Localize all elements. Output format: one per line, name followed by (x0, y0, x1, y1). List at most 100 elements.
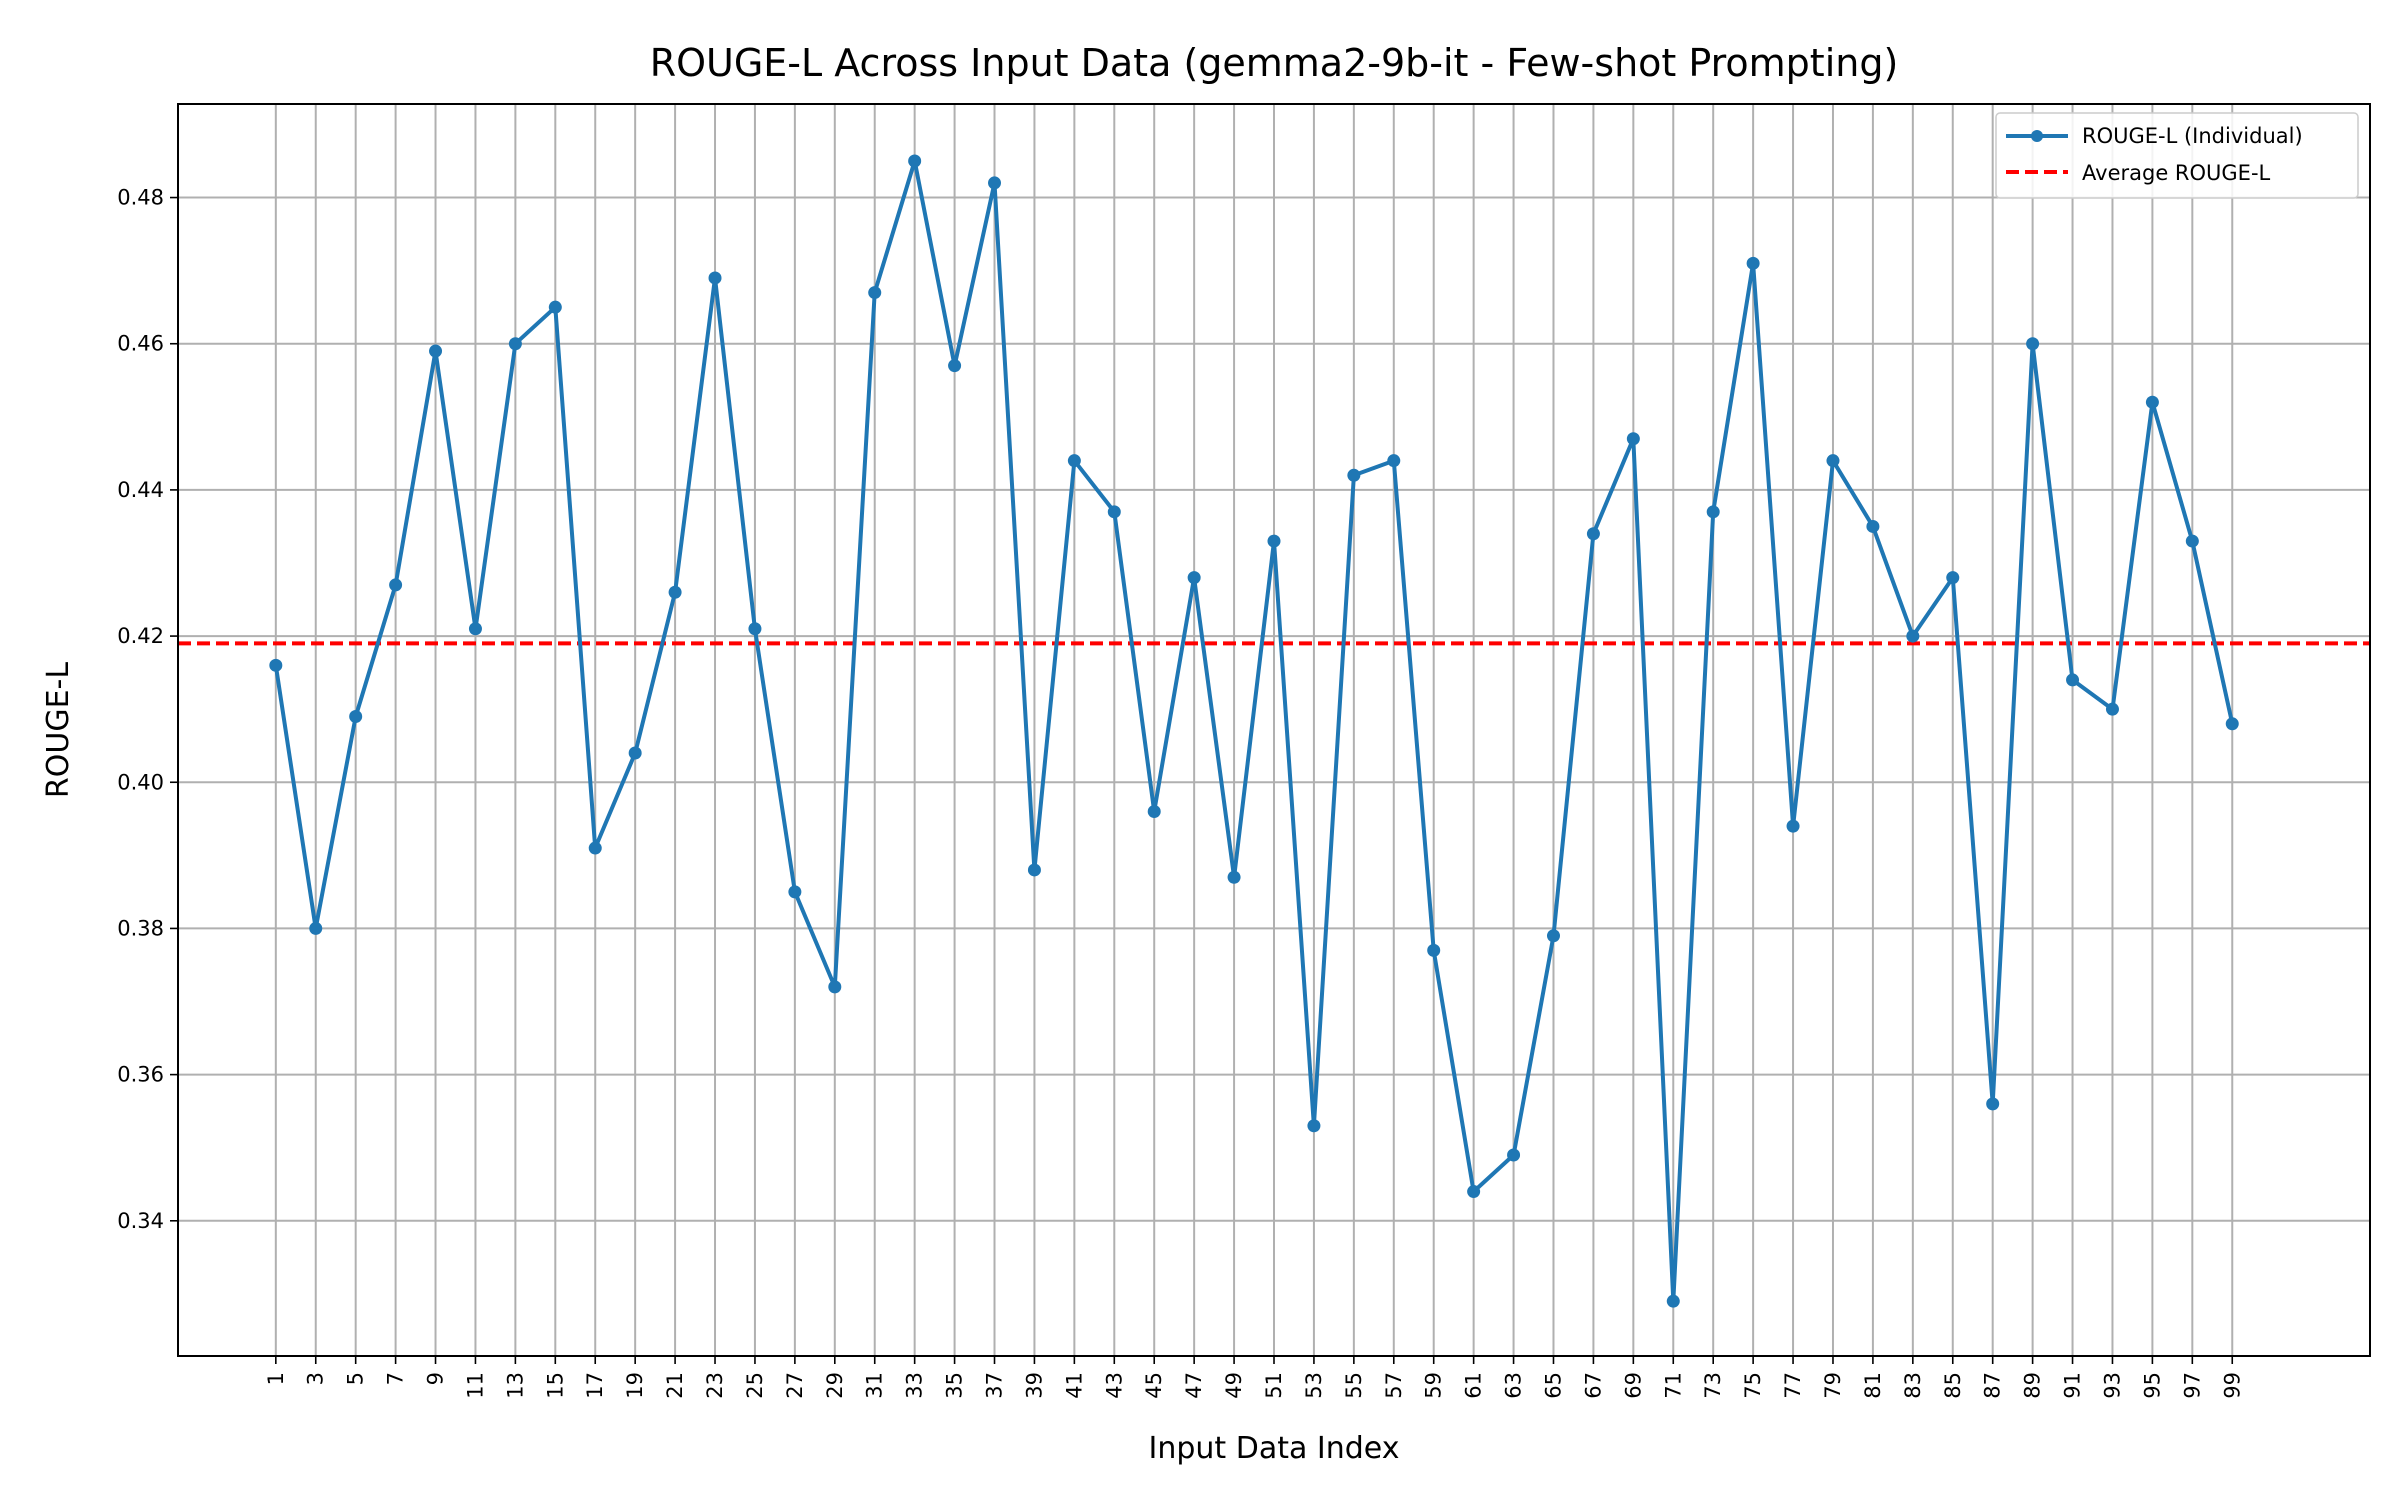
x-tick-label: 3 (304, 1372, 328, 1385)
rouge-data-point (429, 344, 443, 358)
x-tick-label: 93 (2100, 1372, 2124, 1399)
rouge-data-point (1586, 527, 1600, 541)
x-tick-label: 77 (1781, 1372, 1805, 1399)
y-tick-label: 0.38 (117, 916, 164, 940)
rouge-data-point (628, 746, 642, 760)
rouge-data-point (1786, 819, 1800, 833)
rouge-data-point (2185, 534, 2199, 548)
rouge-data-point (1027, 863, 1041, 877)
rouge-data-point (2105, 702, 2119, 716)
x-tick-label: 33 (903, 1372, 927, 1399)
legend-label-average: Average ROUGE-L (2082, 161, 2271, 185)
legend-label-individual: ROUGE-L (Individual) (2082, 124, 2303, 148)
x-tick-label: 89 (2021, 1372, 2045, 1399)
rouge-data-point (548, 300, 562, 314)
rouge-data-point (2145, 395, 2159, 409)
y-tick-label: 0.34 (117, 1209, 164, 1233)
rouge-data-point (1507, 1148, 1521, 1162)
x-tick-label: 31 (863, 1372, 887, 1399)
x-tick-label: 1 (264, 1372, 288, 1385)
legend: ROUGE-L (Individual) Average ROUGE-L (1995, 112, 2359, 199)
rouge-data-point (1906, 629, 1920, 643)
rouge-data-point (1227, 870, 1241, 884)
x-tick-label: 49 (1222, 1372, 1246, 1399)
rouge-data-point (349, 709, 363, 723)
rouge-data-point (1387, 454, 1401, 468)
x-tick-label: 41 (1062, 1372, 1086, 1399)
x-tick-label: 95 (2140, 1372, 2164, 1399)
x-tick-label: 47 (1182, 1372, 1206, 1399)
x-tick-label: 83 (1901, 1372, 1925, 1399)
rouge-data-point (948, 359, 962, 373)
x-tick-label: 13 (503, 1372, 527, 1399)
rouge-data-point (1866, 519, 1880, 533)
rouge-data-point (1746, 256, 1760, 270)
grid-layer (178, 104, 2370, 1356)
x-tick-label: 53 (1302, 1372, 1326, 1399)
x-tick-label: 57 (1382, 1372, 1406, 1399)
rouge-data-point (988, 176, 1002, 190)
x-tick-label: 25 (743, 1372, 767, 1399)
rouge-data-point (588, 841, 602, 855)
x-tick-label: 59 (1422, 1372, 1446, 1399)
rouge-data-point (468, 622, 482, 636)
rouge-data-point (708, 271, 722, 285)
x-tick-label: 85 (1941, 1372, 1965, 1399)
rouge-data-point (389, 578, 403, 592)
y-tick-label: 0.42 (117, 624, 164, 648)
x-tick-label: 45 (1142, 1372, 1166, 1399)
rouge-data-point (2225, 717, 2239, 731)
rouge-data-point (1826, 454, 1840, 468)
rouge-data-point (1467, 1185, 1481, 1199)
x-tick-label: 65 (1541, 1372, 1565, 1399)
rouge-data-point (309, 921, 323, 935)
x-tick-label: 63 (1502, 1372, 1526, 1399)
x-tick-label: 75 (1741, 1372, 1765, 1399)
rouge-data-point (1706, 505, 1720, 519)
x-tick-label: 51 (1262, 1372, 1286, 1399)
x-tick-label: 21 (663, 1372, 687, 1399)
x-tick-label: 71 (1661, 1372, 1685, 1399)
rouge-data-point (748, 622, 762, 636)
rouge-data-point (1946, 571, 1960, 585)
x-tick-label: 15 (543, 1372, 567, 1399)
x-tick-label: 17 (583, 1372, 607, 1399)
x-tick-label: 5 (344, 1372, 368, 1385)
rouge-data-point (269, 658, 283, 672)
rouge-data-point (1147, 804, 1161, 818)
rouge-data-point (908, 154, 922, 168)
x-axis-label: Input Data Index (1149, 1431, 1400, 1466)
rouge-data-point (1626, 432, 1640, 446)
y-tick-label: 0.40 (117, 770, 164, 794)
x-tick-label: 27 (783, 1372, 807, 1399)
x-tick-label: 73 (1701, 1372, 1725, 1399)
rouge-data-point (1107, 505, 1121, 519)
y-tick-label: 0.48 (117, 186, 164, 210)
y-tick-label: 0.46 (117, 332, 164, 356)
rouge-data-point (1666, 1294, 1680, 1308)
x-tick-label: 61 (1462, 1372, 1486, 1399)
y-axis-ticks: 0.34 0.36 0.38 0.40 0.42 0.44 0.46 0.48 (117, 186, 178, 1233)
x-tick-label: 55 (1342, 1372, 1366, 1399)
rouge-data-point (1546, 929, 1560, 943)
x-tick-label: 37 (983, 1372, 1007, 1399)
x-tick-label: 81 (1861, 1372, 1885, 1399)
x-tick-label: 91 (2061, 1372, 2085, 1399)
y-axis-label: ROUGE-L (41, 662, 76, 798)
y-tick-label: 0.44 (117, 478, 164, 502)
x-tick-label: 9 (424, 1372, 448, 1385)
rouge-data-point (2026, 337, 2040, 351)
x-tick-label: 87 (1981, 1372, 2005, 1399)
x-tick-label: 7 (384, 1372, 408, 1385)
rouge-data-point (868, 286, 882, 300)
x-tick-label: 35 (943, 1372, 967, 1399)
x-axis-ticks: 1 3 5 7 9 11 13 15 17 19 21 23 25 27 29 31 33 35 37 39 41 43 4… (264, 1356, 2244, 1399)
rouge-data-point (1307, 1119, 1321, 1133)
rouge-data-point (1187, 571, 1201, 585)
x-tick-label: 79 (1821, 1372, 1845, 1399)
rouge-data-point (1986, 1097, 2000, 1111)
y-tick-label: 0.36 (117, 1063, 164, 1087)
rouge-data-point (2066, 673, 2080, 687)
